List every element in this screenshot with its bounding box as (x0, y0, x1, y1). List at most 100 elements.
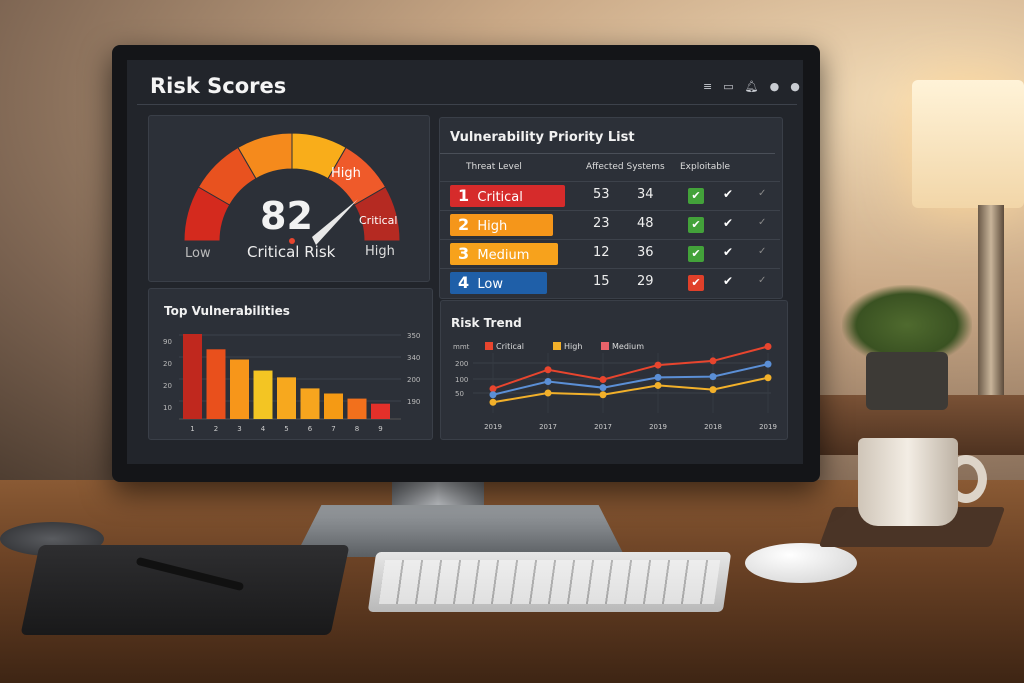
bar (183, 334, 202, 419)
table-row[interactable]: 3 Medium 12 36 ✔ ✔ ✓ (440, 239, 780, 267)
dashboard-screen: Risk Scores ≡ ▭ 🔔︎ ● ● 82 Critical Risk … (127, 60, 803, 464)
x-tick-label: 6 (308, 425, 313, 433)
series-line (492, 363, 769, 396)
affected-systems-value: 23 (593, 216, 610, 231)
bar (277, 377, 296, 419)
series-line (492, 345, 769, 390)
rank-number: 4 (458, 273, 470, 292)
bar (253, 370, 273, 419)
notebook (20, 545, 350, 635)
risk-score-value: 82 (260, 194, 313, 238)
y-tick-label: 50 (455, 390, 464, 398)
threat-level-badge: 1 Critical (450, 185, 565, 207)
vulnerability-priority-panel: Vulnerability Priority List Threat Level… (439, 117, 783, 299)
data-point (764, 343, 772, 351)
plant (842, 285, 972, 365)
lamp-shade (912, 80, 1024, 208)
table-row[interactable]: 1 Critical 53 34 ✔ ✔ ✓ (440, 181, 780, 209)
monitor-stand-base (295, 505, 625, 557)
bar (371, 403, 390, 419)
panel-title: Vulnerability Priority List (450, 130, 635, 145)
affected-systems-value: 15 (593, 274, 610, 289)
column-header-exploitable: Exploitable (680, 162, 731, 172)
page-title: Risk Scores (150, 74, 287, 98)
legend-swatch (601, 342, 609, 350)
rank-number: 3 (458, 244, 470, 263)
affected-systems-value: 12 (593, 245, 610, 260)
divider (440, 153, 775, 154)
panel-title: Risk Trend (451, 316, 522, 330)
data-point (709, 386, 717, 394)
exploitable-checkbox[interactable]: ✔ (688, 217, 704, 233)
legend-label: Medium (612, 342, 644, 351)
column-header-threat-level: Threat Level (466, 162, 522, 172)
risk-trend-chart: mmt Critical High Medium 200 100 50 2019 2017 201… (453, 342, 777, 431)
exploitable-checkbox[interactable]: ✔ (688, 188, 704, 204)
x-tick-label: 2018 (704, 423, 722, 431)
bar (230, 359, 249, 419)
check-icon: ✔ (723, 245, 734, 259)
gauge-needle (312, 199, 358, 245)
gauge-label-high-end: High (365, 244, 395, 259)
table-row[interactable]: 4 Low 15 29 ✔ ✔ ✓ (440, 268, 780, 296)
data-point (764, 374, 772, 382)
bar (347, 398, 367, 419)
x-tick-label: 7 (331, 425, 335, 433)
gauge-label-critical: Critical (359, 214, 398, 227)
gauge-center-dot (289, 238, 295, 244)
y2-tick-label: 350 (407, 332, 420, 340)
column-header-affected-systems: Affected Systems (586, 162, 665, 172)
dot-icon[interactable]: ● (790, 80, 800, 93)
check-icon: ✓ (758, 188, 767, 199)
data-point (764, 360, 772, 368)
threat-level-badge: 2 High (450, 214, 553, 236)
rank-number: 2 (458, 215, 470, 234)
y2-tick-label: 340 (407, 354, 420, 362)
affected-systems-value-2: 48 (637, 216, 654, 231)
data-point (599, 384, 607, 392)
coffee-mug (858, 438, 958, 526)
x-tick-label: 3 (237, 425, 241, 433)
bell-icon[interactable]: 🔔︎ (744, 80, 759, 93)
threat-level-badge: 4 Low (450, 272, 547, 294)
dot-icon[interactable]: ● (769, 80, 780, 93)
x-tick-label: 5 (284, 425, 288, 433)
risk-gauge-panel: 82 Critical Risk Low High Critical High (148, 115, 430, 282)
legend-label: High (564, 342, 582, 351)
data-point (599, 391, 607, 399)
series-line (492, 376, 769, 404)
data-point (599, 376, 607, 384)
x-tick-label: 2019 (484, 423, 502, 431)
plant-pot (866, 352, 948, 410)
data-point (654, 361, 662, 369)
display-icon[interactable]: ▭ (723, 80, 734, 93)
threat-level-label: High (477, 219, 508, 234)
top-vulnerabilities-panel: Top Vulnerabilities 90 350 20 340 20 200 10 190… (148, 288, 433, 440)
y-tick-label: 90 (163, 338, 172, 346)
x-tick-label: 2017 (539, 423, 557, 431)
check-icon: ✓ (758, 217, 767, 228)
top-vulnerabilities-chart: 90 350 20 340 20 200 10 190 1 2 3 4 5 6 7 8 9 (163, 332, 420, 433)
affected-systems-value-2: 36 (637, 245, 654, 260)
bar (206, 349, 226, 419)
data-point (709, 357, 717, 365)
table-row[interactable]: 2 High 23 48 ✔ ✔ ✓ (440, 210, 780, 238)
menu-icon[interactable]: ≡ (703, 80, 713, 93)
data-point (489, 398, 497, 406)
gauge-segment (353, 186, 401, 242)
check-icon: ✔ (723, 187, 734, 201)
threat-level-label: Low (477, 277, 504, 292)
y-tick-label: 100 (455, 376, 468, 384)
header-divider (137, 104, 797, 105)
lamp-base (978, 205, 1004, 395)
threat-level-label: Medium (477, 248, 530, 263)
panel-title: Top Vulnerabilities (164, 304, 290, 318)
exploitable-checkbox[interactable]: ✔ (688, 246, 704, 262)
gauge-label-high-arc: High (331, 166, 361, 181)
check-icon: ✔ (723, 274, 734, 288)
x-tick-label: 2017 (594, 423, 612, 431)
threat-level-badge: 3 Medium (450, 243, 558, 265)
x-tick-label: 4 (261, 425, 266, 433)
affected-systems-value: 53 (593, 187, 610, 202)
exploitable-checkbox[interactable]: ✔ (688, 275, 704, 291)
